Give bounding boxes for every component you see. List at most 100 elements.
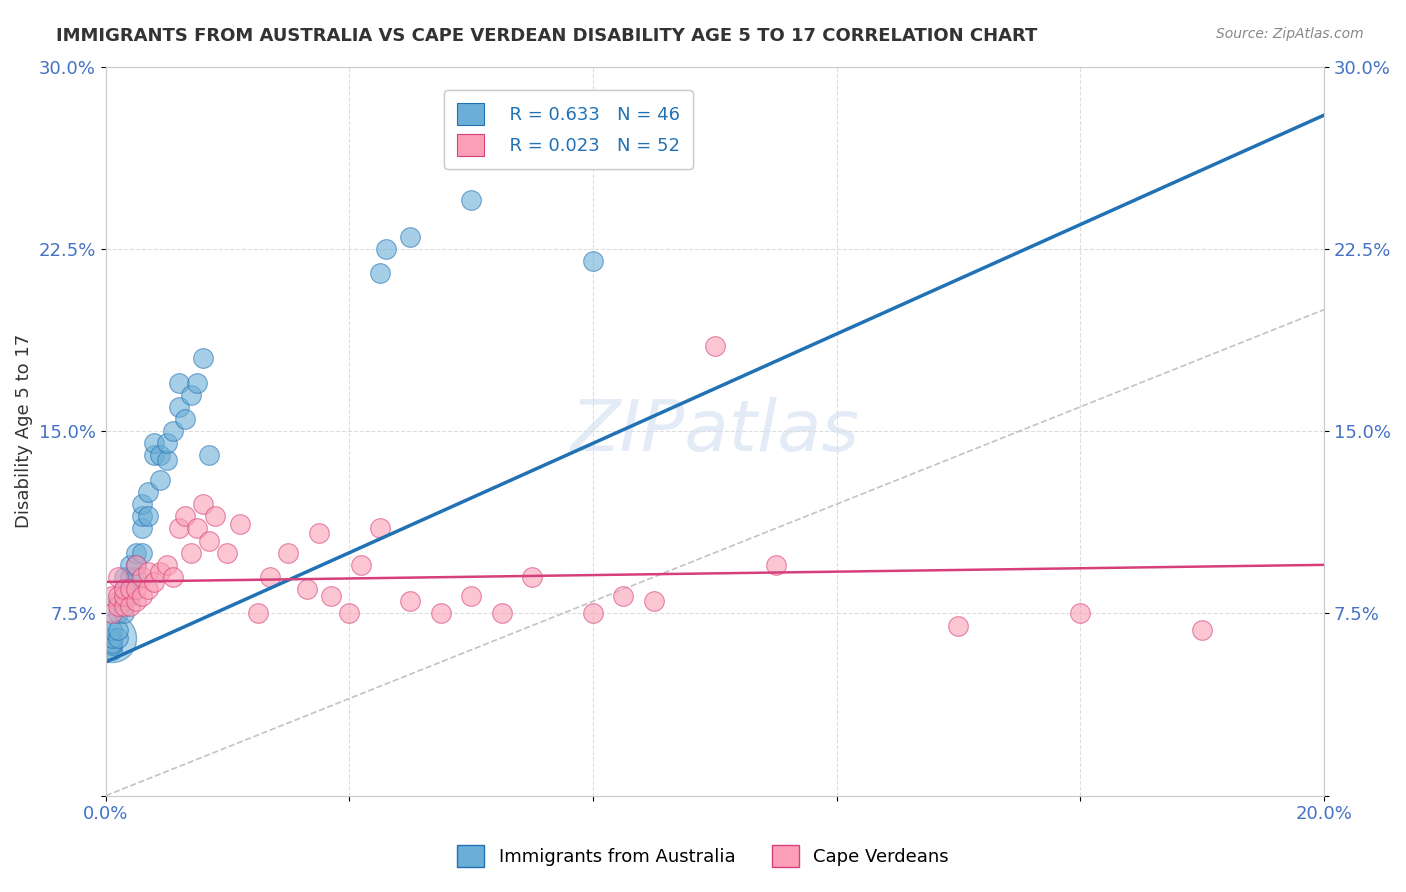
Point [107, 631, 129, 645]
Point [520, 570, 543, 584]
Y-axis label: Disability Age 5 to 17: Disability Age 5 to 17 [15, 334, 32, 528]
Point [112, 570, 135, 584]
Point [125, 582, 148, 596]
Point [478, 120, 501, 135]
Point [186, 376, 208, 390]
Point [259, 570, 281, 584]
Point [112, 594, 135, 608]
Point [350, 558, 373, 572]
Point [107, 599, 129, 614]
Point [125, 594, 148, 608]
Point [204, 509, 226, 524]
Point [612, 590, 634, 604]
Point [143, 449, 166, 463]
Point [295, 582, 318, 596]
Point [100, 631, 122, 645]
Point [131, 590, 153, 604]
Point [765, 558, 787, 572]
Point [228, 516, 250, 531]
Point [948, 618, 970, 632]
Point [399, 229, 422, 244]
Text: IMMIGRANTS FROM AUSTRALIA VS CAPE VERDEAN DISABILITY AGE 5 TO 17 CORRELATION CHA: IMMIGRANTS FROM AUSTRALIA VS CAPE VERDEA… [56, 27, 1038, 45]
Point [125, 570, 148, 584]
Point [107, 594, 129, 608]
Point [491, 607, 513, 621]
Point [100, 635, 122, 649]
Point [143, 436, 166, 450]
Point [191, 497, 214, 511]
Point [100, 607, 122, 621]
Point [180, 388, 202, 402]
Point [703, 339, 725, 353]
Point [180, 546, 202, 560]
Point [112, 590, 135, 604]
Point [155, 436, 177, 450]
Point [277, 546, 299, 560]
Point [173, 509, 195, 524]
Point [143, 574, 166, 589]
Point [198, 449, 221, 463]
Point [136, 509, 159, 524]
Point [112, 582, 135, 596]
Point [107, 607, 129, 621]
Point [1069, 607, 1091, 621]
Text: Source: ZipAtlas.com: Source: ZipAtlas.com [1216, 27, 1364, 41]
Point [100, 638, 122, 652]
Point [136, 485, 159, 500]
Point [149, 449, 172, 463]
Point [118, 599, 141, 614]
Point [125, 558, 148, 572]
Point [191, 351, 214, 366]
Point [374, 242, 396, 256]
Point [368, 521, 391, 535]
Point [319, 590, 342, 604]
Point [118, 558, 141, 572]
Point [131, 521, 153, 535]
Point [399, 594, 422, 608]
Point [149, 473, 172, 487]
Point [112, 599, 135, 614]
Point [460, 590, 482, 604]
Point [246, 607, 269, 621]
Point [125, 546, 148, 560]
Point [100, 631, 122, 645]
Point [368, 266, 391, 280]
Point [149, 565, 172, 579]
Text: ZIPatlas: ZIPatlas [571, 397, 859, 466]
Legend:   R = 0.633   N = 46,   R = 0.023   N = 52: R = 0.633 N = 46, R = 0.023 N = 52 [444, 90, 693, 169]
Point [173, 412, 195, 426]
Point [118, 590, 141, 604]
Point [118, 582, 141, 596]
Point [107, 570, 129, 584]
Point [155, 558, 177, 572]
Point [131, 570, 153, 584]
Point [162, 570, 184, 584]
Legend: Immigrants from Australia, Cape Verdeans: Immigrants from Australia, Cape Verdeans [450, 838, 956, 874]
Point [136, 565, 159, 579]
Point [582, 607, 605, 621]
Point [100, 643, 122, 657]
Point [167, 400, 190, 414]
Point [131, 546, 153, 560]
Point [198, 533, 221, 548]
Point [429, 607, 451, 621]
Point [112, 607, 135, 621]
Point [131, 497, 153, 511]
Point [217, 546, 239, 560]
Point [107, 590, 129, 604]
Point [136, 582, 159, 596]
Point [337, 607, 360, 621]
Point [118, 570, 141, 584]
Point [643, 594, 665, 608]
Point [308, 526, 330, 541]
Point [186, 521, 208, 535]
Point [582, 254, 605, 268]
Point [125, 558, 148, 572]
Point [100, 624, 122, 638]
Point [155, 453, 177, 467]
Point [460, 194, 482, 208]
Point [167, 376, 190, 390]
Point [131, 509, 153, 524]
Point [100, 590, 122, 604]
Point [118, 582, 141, 596]
